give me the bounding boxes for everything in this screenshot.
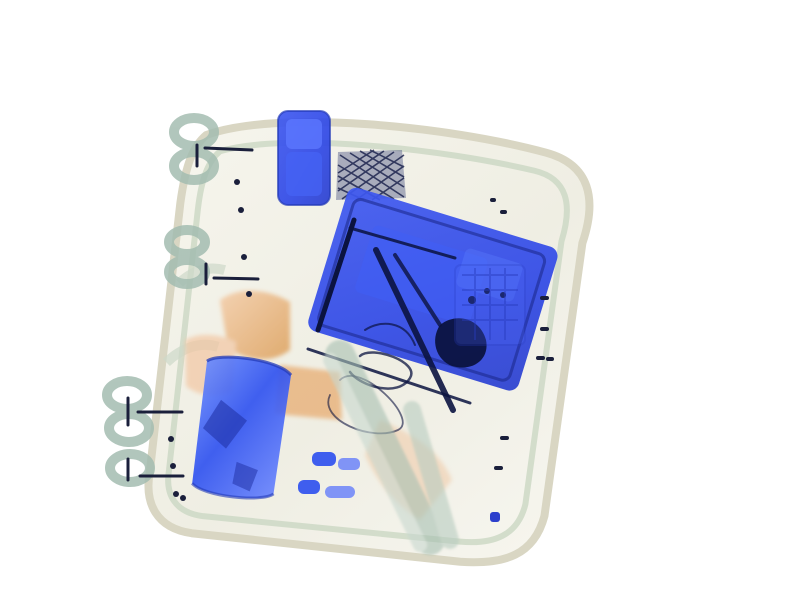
left-front-dots bbox=[168, 179, 252, 501]
right-edge-studs bbox=[490, 198, 554, 522]
diagonal-strap bbox=[323, 340, 459, 555]
small-tubes bbox=[298, 452, 360, 498]
dense-items bbox=[306, 217, 472, 435]
left-studs bbox=[126, 143, 260, 482]
dense-blob bbox=[435, 288, 506, 368]
blue-case bbox=[308, 187, 558, 391]
blue-container-top-left bbox=[277, 110, 331, 206]
mesh-item bbox=[336, 149, 406, 201]
blue-cup bbox=[191, 355, 293, 500]
right-board bbox=[454, 264, 526, 346]
